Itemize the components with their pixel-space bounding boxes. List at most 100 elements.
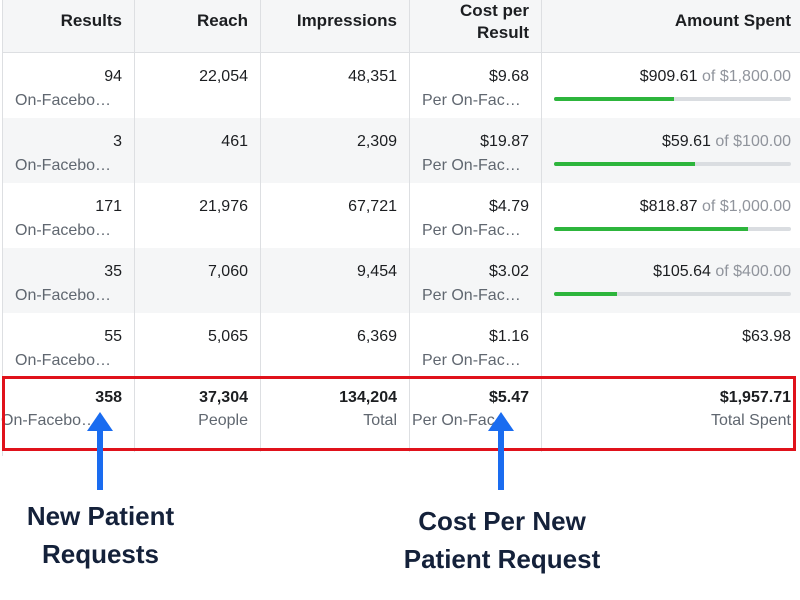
results-cell: 171 On-Facebo…	[3, 183, 135, 248]
budget-value: $100.00	[733, 133, 791, 150]
reach-value: 5,065	[207, 328, 248, 345]
budget-value: $1,000.00	[719, 198, 791, 215]
budget-progress-fill	[554, 292, 617, 296]
budget-progress-fill	[554, 162, 696, 166]
table-row[interactable]: 94 On-Facebo… 22,054 48,351 $9.68 Per On…	[3, 53, 800, 118]
results-cell: 94 On-Facebo…	[3, 53, 135, 118]
annotation-line: New Patient	[26, 501, 175, 531]
budget-value: $1,800.00	[719, 68, 791, 85]
spent-value: $105.64	[653, 263, 711, 280]
table-row[interactable]: 171 On-Facebo… 21,976 67,721 $4.79 Per O…	[3, 183, 800, 248]
column-header-impressions[interactable]: Impressions	[261, 0, 410, 52]
cost-type: Per On-Fac…	[422, 352, 521, 369]
annotation-line: Requests	[41, 539, 160, 569]
results-type: On-Facebo…	[15, 222, 112, 239]
total-spent-value: $1,957.71	[719, 389, 791, 406]
annotation-cost-per-new-patient-request: Cost Per New Patient Request	[380, 502, 624, 578]
column-header-label: Reach	[196, 11, 248, 30]
impressions-value: 67,721	[348, 198, 397, 215]
total-cost-value: $5.47	[488, 389, 529, 406]
table-row[interactable]: 55 On-Facebo… 5,065 6,369 $1.16 Per On-F…	[3, 313, 800, 378]
of-label: of	[702, 68, 716, 85]
results-type: On-Facebo…	[15, 92, 112, 109]
cost-value: $9.68	[488, 68, 529, 85]
total-reach-label: People	[198, 412, 248, 429]
results-type: On-Facebo…	[15, 352, 112, 369]
of-label: of	[715, 133, 729, 150]
cost-value: $1.16	[488, 328, 529, 345]
results-type: On-Facebo…	[15, 287, 112, 304]
budget-progress-bar	[554, 162, 791, 166]
impressions-cell: 6,369	[261, 313, 410, 378]
impressions-value: 6,369	[356, 328, 397, 345]
amount-spent-cell: $105.64 of $400.00	[542, 248, 800, 313]
total-impressions-value: 134,204	[339, 389, 397, 406]
total-cost-cell: $5.47 Per On-Fac…	[410, 378, 542, 452]
budget-progress-bar	[554, 227, 791, 231]
total-impressions-label: Total	[363, 412, 397, 429]
cost-cell: $19.87 Per On-Fac…	[410, 118, 542, 183]
table-row[interactable]: 3 On-Facebo… 461 2,309 $19.87 Per On-Fac…	[3, 118, 800, 183]
total-results-value: 358	[95, 389, 122, 406]
table-row[interactable]: 35 On-Facebo… 7,060 9,454 $3.02 Per On-F…	[3, 248, 800, 313]
total-spent-cell: $1,957.71 Total Spent	[542, 378, 800, 452]
cost-cell: $9.68 Per On-Fac…	[410, 53, 542, 118]
spent-value: $59.61	[661, 133, 711, 150]
reach-value: 21,976	[199, 198, 248, 215]
results-cell: 55 On-Facebo…	[3, 313, 135, 378]
cost-type: Per On-Fac…	[422, 157, 521, 174]
totals-row: 358 On-Facebo… 37,304 People 134,204 Tot…	[1, 378, 800, 452]
reach-cell: 461	[135, 118, 261, 183]
reach-cell: 7,060	[135, 248, 261, 313]
results-value: 55	[104, 328, 122, 345]
cost-type: Per On-Fac…	[422, 287, 521, 304]
column-header-label: Impressions	[296, 11, 397, 30]
reach-value: 7,060	[207, 263, 248, 280]
column-header-label: Amount Spent	[674, 11, 791, 30]
amount-spent-cell: $909.61 of $1,800.00	[542, 53, 800, 118]
cost-value: $4.79	[488, 198, 529, 215]
results-cell: 3 On-Facebo…	[3, 118, 135, 183]
column-header-label: Cost per	[460, 1, 529, 20]
results-value: 3	[113, 133, 122, 150]
budget-progress-fill	[554, 227, 749, 231]
results-type: On-Facebo…	[15, 157, 112, 174]
total-reach-value: 37,304	[199, 389, 248, 406]
reach-value: 22,054	[199, 68, 248, 85]
ads-results-table: Results Reach Impressions Cost per Resul…	[1, 0, 800, 456]
reach-cell: 5,065	[135, 313, 261, 378]
results-value: 35	[104, 263, 122, 280]
results-value: 94	[104, 68, 122, 85]
annotation-new-patient-requests: New Patient Requests	[0, 497, 201, 573]
column-header-results[interactable]: Results	[3, 0, 135, 52]
impressions-cell: 2,309	[261, 118, 410, 183]
column-header-label: Results	[60, 11, 122, 30]
amount-spent-cell: $59.61 of $100.00	[542, 118, 800, 183]
budget-value: $400.00	[733, 263, 791, 280]
cost-cell: $3.02 Per On-Fac…	[410, 248, 542, 313]
column-header-reach[interactable]: Reach	[135, 0, 261, 52]
budget-progress-fill	[554, 97, 674, 101]
results-value: 171	[95, 198, 122, 215]
cost-cell: $1.16 Per On-Fac…	[410, 313, 542, 378]
total-results-type: On-Facebo…	[1, 412, 98, 429]
cost-type: Per On-Fac…	[422, 222, 521, 239]
of-label: of	[715, 263, 729, 280]
total-results-cell: 358 On-Facebo…	[1, 378, 135, 452]
cost-value: $19.87	[480, 133, 529, 150]
column-header-amount-spent[interactable]: Amount Spent	[542, 0, 800, 52]
spent-value: $818.87	[639, 198, 698, 215]
impressions-value: 2,309	[356, 133, 397, 150]
spent-value: $909.61	[639, 68, 698, 85]
reach-cell: 22,054	[135, 53, 261, 118]
amount-spent-cell: $63.98	[542, 313, 800, 378]
total-cost-type: Per On-Fac…	[412, 412, 511, 429]
column-header-cost-per-result[interactable]: Cost per Result	[410, 0, 542, 52]
of-label: of	[702, 198, 716, 215]
impressions-value: 9,454	[356, 263, 397, 280]
annotation-line: Cost Per New	[418, 506, 586, 536]
annotation-line: Patient Request	[403, 544, 601, 574]
arrow-up-icon	[488, 412, 514, 490]
total-reach-cell: 37,304 People	[135, 378, 261, 452]
cost-cell: $4.79 Per On-Fac…	[410, 183, 542, 248]
